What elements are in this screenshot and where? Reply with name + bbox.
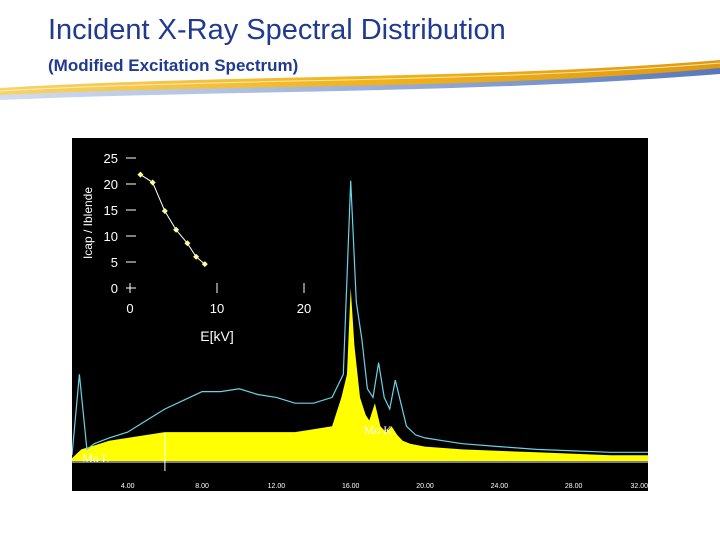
- peak-label-mo-k: Mo K: [364, 423, 393, 437]
- inset-data-point: [173, 226, 180, 233]
- inset-y-tick-label: 15: [104, 203, 118, 218]
- slide-title: Incident X-Ray Spectral Distribution: [48, 14, 506, 46]
- inset-data-point: [184, 240, 191, 247]
- spectrum-line-series: [72, 180, 648, 456]
- spectrum-x-tick-label: 20.00: [416, 483, 434, 490]
- spectrum-fill-series: [72, 287, 648, 461]
- spectrum-x-tick-label: 8.00: [195, 483, 209, 490]
- inset-x-axis-label: E[kV]: [200, 328, 233, 344]
- spectrum-x-tick-label: 4.00: [121, 483, 135, 490]
- spectrum-plot-area: [72, 180, 648, 463]
- inset-x-tick-label: 10: [210, 301, 224, 316]
- swoosh-gold-band: [0, 60, 720, 95]
- inset-data-point: [201, 261, 208, 268]
- swoosh-highlight: [0, 62, 720, 92]
- inset-chart: 0 5 10 15 20 25 0 10 20 E[kV] Icap / Iblende: [81, 151, 311, 344]
- inset-y-tick-label: 10: [104, 229, 118, 244]
- inset-x-tick-label: 20: [297, 301, 311, 316]
- spectrum-x-tick-label: 16.00: [342, 483, 360, 490]
- inset-y-axis-label: Icap / Iblende: [81, 187, 95, 259]
- spectrum-x-tick-label: 28.00: [565, 483, 583, 490]
- spectrum-chart: 4.00 8.00 12.00 16.00 20.00 24.00 28.00 32.00 M…: [72, 138, 648, 491]
- spectrum-x-tick-label: 24.00: [491, 483, 509, 490]
- inset-data-point: [161, 208, 168, 215]
- inset-y-tick-label: 0: [111, 281, 118, 296]
- peak-label-mo-l: Mo L: [82, 451, 109, 465]
- inset-y-tick-label: 5: [111, 255, 118, 270]
- decorative-swoosh: [0, 60, 720, 100]
- inset-axes: 0 5 10 15 20 25 0 10 20: [104, 151, 312, 316]
- inset-series: [137, 171, 208, 268]
- inset-y-tick-label: 25: [104, 151, 118, 166]
- spectrum-x-axis: 4.00 8.00 12.00 16.00 20.00 24.00 28.00 32.00: [121, 483, 648, 490]
- spectrum-x-tick-label: 12.00: [268, 483, 286, 490]
- inset-data-point: [193, 253, 200, 260]
- inset-data-point: [149, 179, 156, 186]
- inset-data-point: [137, 171, 144, 178]
- inset-y-tick-label: 20: [104, 177, 118, 192]
- inset-x-tick-label: 0: [126, 301, 133, 316]
- spectrum-x-tick-label: 32.00: [630, 483, 648, 490]
- slide-subtitle: (Modified Excitation Spectrum): [48, 56, 299, 75]
